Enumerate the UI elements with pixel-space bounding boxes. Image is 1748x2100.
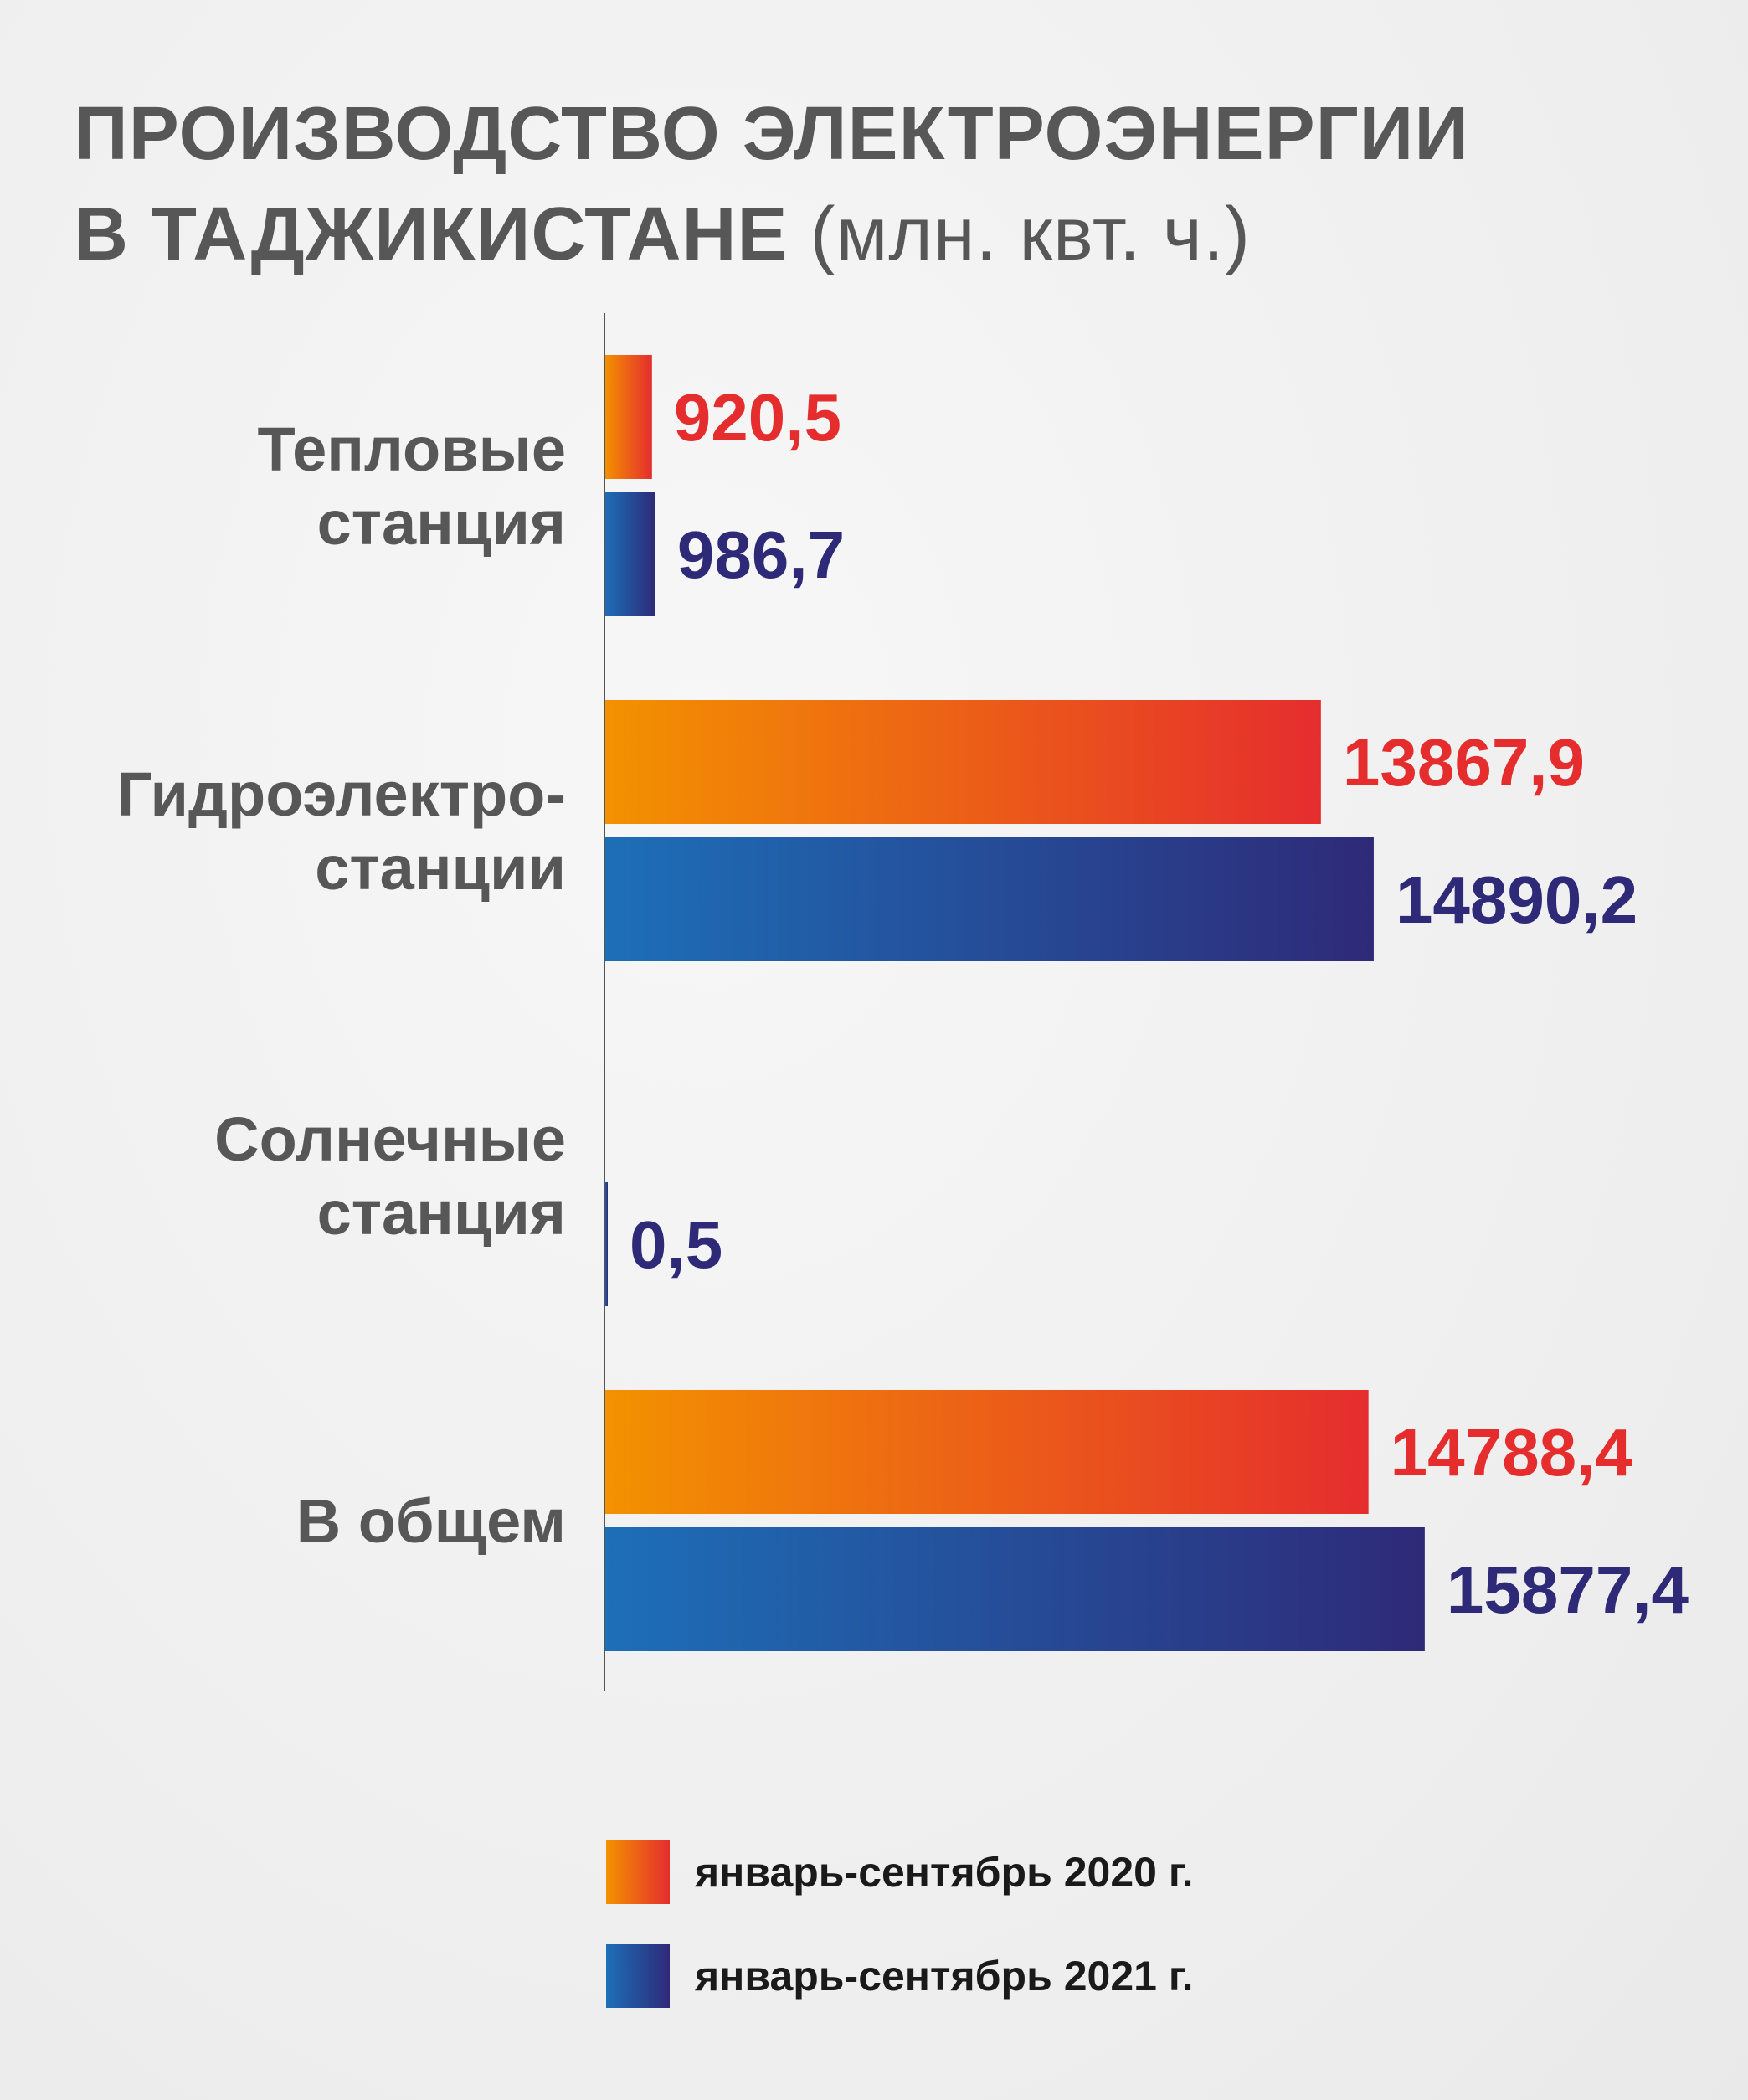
category-label-1-line-1: станции [315,833,566,903]
bar-2021-0 [604,492,656,616]
bar-chart: Тепловыестанция920,5986,7Гидроэлектро-ст… [116,313,1689,1691]
data-label-2021-3: 15877,4 [1447,1552,1689,1627]
legend: январь-сентябрь 2020 г. январь-сентябрь … [606,1839,1194,2046]
data-label-2020-0: 920,5 [674,380,841,455]
category-label-1-line-0: Гидроэлектро- [116,759,566,829]
legend-item-2020: январь-сентябрь 2020 г. [606,1839,1194,1906]
category-label-0-line-1: станция [317,488,566,558]
bar-2021-3 [604,1527,1425,1651]
legend-label-2020: январь-сентябрь 2020 г. [695,1849,1194,1896]
category-label-3-line-0: В общем [296,1486,566,1556]
category-label-2-line-0: Солнечные [214,1104,566,1174]
chart-title-line2: В ТАДЖИКИСТАНЕ [74,193,789,276]
legend-swatch-2021 [606,1944,670,2008]
chart-title: ПРОИЗВОДСТВО ЭЛЕКТРОЭНЕРГИИ В ТАДЖИКИСТА… [74,84,1664,285]
legend-item-2021: январь-сентябрь 2021 г. [606,1943,1194,2010]
legend-swatch-2020 [606,1840,670,1904]
chart-title-line1: ПРОИЗВОДСТВО ЭЛЕКТРОЭНЕРГИИ [74,92,1470,176]
bar-2021-1 [604,837,1374,961]
legend-label-2021: январь-сентябрь 2021 г. [695,1953,1194,2000]
data-label-2021-2: 0,5 [630,1207,722,1282]
bar-2020-3 [604,1390,1369,1514]
data-label-2020-1: 13867,9 [1343,725,1585,800]
bar-2020-0 [604,355,652,479]
chart-marks: Тепловыестанция920,5986,7Гидроэлектро-ст… [116,313,1689,1691]
chart-title-unit: (млн. квт. ч.) [810,193,1251,276]
data-label-2021-0: 986,7 [677,517,845,592]
data-label-2021-1: 14890,2 [1396,862,1637,937]
bar-2021-2 [604,1182,608,1306]
bar-2020-1 [604,700,1321,824]
category-label-0-line-0: Тепловые [258,414,566,484]
chart-title-line2-wrap: В ТАДЖИКИСТАНЕ (млн. квт. ч.) [74,184,1664,285]
data-label-2020-3: 14788,4 [1391,1415,1633,1490]
category-label-2-line-1: станция [317,1178,566,1248]
